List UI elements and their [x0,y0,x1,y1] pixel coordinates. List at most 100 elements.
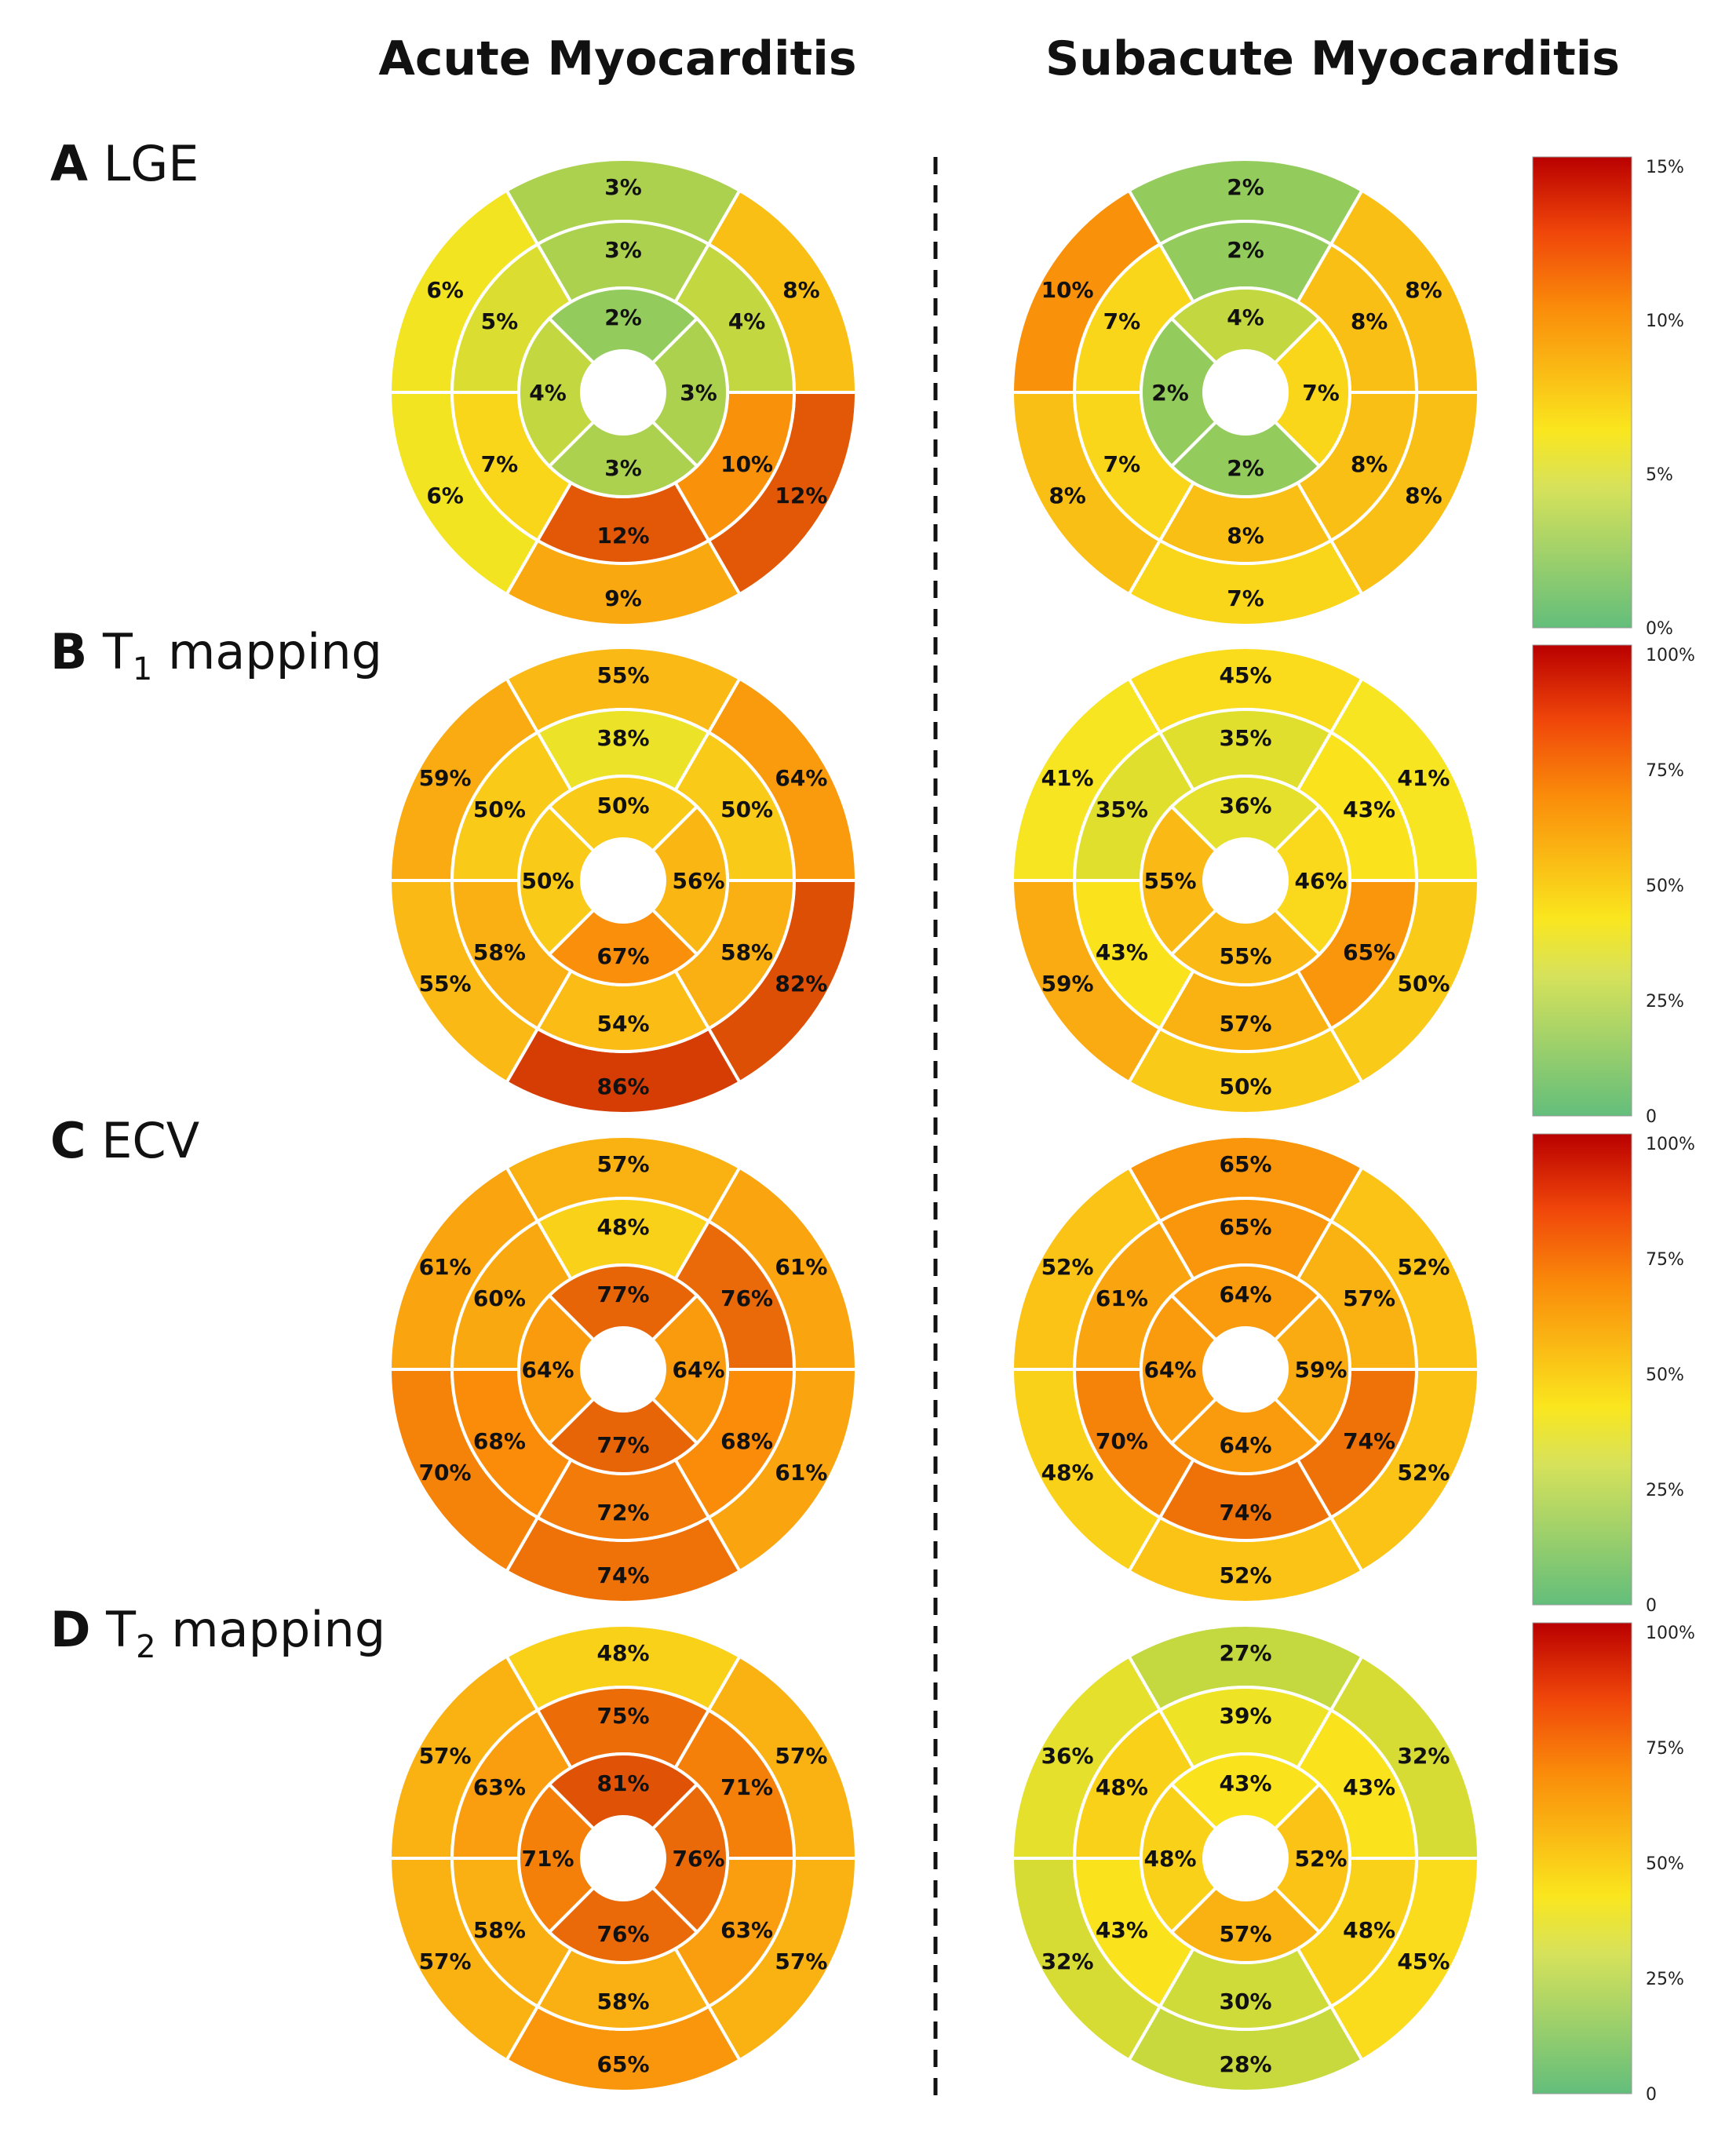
acute-basal-label: 57% [775,1949,827,1974]
acute-mid-label: 48% [596,1214,649,1240]
acute-apical-segment [547,419,699,498]
acute-apical-segment [516,1293,596,1445]
acute-mid-label: 38% [596,725,649,751]
subacute-mid-label: 65% [1343,939,1395,965]
acute-apical-segment [650,804,730,957]
acute-basal-label: 61% [775,1254,827,1280]
subacute-basal-label: 2% [1227,174,1264,200]
acute-basal-label: 9% [604,585,642,611]
subacute-apical-segment [1139,804,1219,957]
subacute-apical-segment [1169,1885,1322,1965]
colorbar-tick-label: 0 [1646,1596,1657,1616]
subacute-mid-label: 74% [1343,1428,1395,1454]
acute-basal-label: 59% [419,765,472,791]
row-label: C ECV [50,1112,199,1169]
colorbar-tick-label: 15% [1646,158,1684,177]
colorbar-tick-label: 5% [1646,465,1673,485]
acute-mid-label: 63% [720,1917,773,1943]
row-d: D T2 mapping 48%57%57%65%57%57%75%71%63%5… [50,1601,1695,2105]
subacute-apical-label: 46% [1294,868,1347,894]
subacute-mid-label: 74% [1219,1500,1271,1526]
acute-apical-label: 3% [680,380,717,406]
subacute-mid-label: 30% [1219,1989,1271,2014]
subacute-apical-segment [1169,774,1322,854]
subacute-apical-label: 59% [1294,1357,1347,1383]
colorbar-tick-label: 0 [1646,2085,1657,2105]
acute-mid-label: 71% [720,1774,773,1800]
acute-mid-label: 3% [604,237,642,263]
subacute-mid-label: 48% [1096,1774,1148,1800]
acute-apical-label: 81% [596,1770,649,1796]
acute-apical-label: 3% [604,455,642,481]
subacute-apical-segment [1169,1396,1322,1476]
acute-basal-label: 61% [775,1460,827,1486]
subacute-apical-label: 57% [1219,1921,1271,1947]
acute-apical-segment [516,1782,596,1934]
acute-basal-label: 48% [596,1640,649,1666]
acute-apical-label: 56% [672,868,724,894]
colorbar-tick-label: 75% [1646,1739,1684,1759]
subacute-apical-segment [1272,804,1352,957]
subacute-apical-segment [1169,907,1322,987]
subacute-apical-label: 52% [1294,1846,1347,1872]
acute-apical-segment [517,316,596,468]
colorbar-tick-label: 25% [1646,992,1684,1012]
acute-apical-segment [650,1293,730,1445]
colorbar-tick-label: 25% [1646,1481,1684,1500]
acute-mid-label: 50% [720,797,773,822]
subacute-apical-label: 64% [1219,1432,1271,1458]
subacute-mid-label: 7% [1103,308,1141,334]
colorbar-tick-label: 50% [1646,1854,1684,1874]
subacute-mid-label: 43% [1343,1774,1395,1800]
subacute-apical-label: 55% [1143,868,1196,894]
subacute-basal-label: 48% [1041,1460,1094,1486]
acute-apical-segment [650,316,729,468]
subacute-basal-label: 32% [1041,1949,1094,1974]
column-title-acute: Acute Myocarditis [378,31,856,86]
row-a: A LGE 3%8%12%9%6%6%3%4%10%12%7%5% 2%3%3%4%… [50,135,1684,639]
acute-apical-label: 64% [672,1357,724,1383]
colorbar-tick-label: 75% [1646,761,1684,781]
subacute-basal-label: 41% [1397,765,1450,791]
acute-apical-segment [547,1752,699,1832]
acute-basal-label: 57% [775,1743,827,1769]
colorbar [1532,1622,1632,2094]
subacute-apical-label: 2% [1151,380,1189,406]
acute-mid-label: 58% [596,1989,649,2014]
subacute-apical-segment [1139,1293,1219,1445]
subacute-basal-label: 50% [1219,1074,1271,1099]
subacute-basal-label: 36% [1041,1743,1094,1769]
acute-basal-label: 57% [419,1743,472,1769]
subacute-mid-label: 35% [1096,797,1148,822]
acute-apical-label: 76% [596,1921,649,1947]
colorbar-tick-label: 100% [1646,646,1695,665]
acute-apical-label: 76% [672,1846,724,1872]
subacute-basal-label: 8% [1049,483,1086,509]
subacute-basal-label: 59% [1041,971,1094,997]
colorbar-tick-label: 50% [1646,877,1684,896]
subacute-basal-label: 52% [1397,1460,1450,1486]
colorbar-tick-label: 50% [1646,1365,1684,1385]
acute-mid-label: 5% [481,308,519,334]
acute-mid-label: 12% [596,523,649,549]
column-title-subacute: Subacute Myocarditis [1045,31,1620,86]
acute-basal-label: 65% [596,2051,649,2077]
acute-basal-label: 70% [419,1460,472,1486]
acute-mid-label: 60% [473,1285,526,1311]
subacute-apical-label: 36% [1219,793,1271,818]
row-label: A LGE [50,135,199,192]
colorbar [1532,644,1632,1117]
acute-basal-label: 12% [775,483,827,509]
subacute-basal-label: 45% [1397,1949,1450,1974]
subacute-apical-segment [1139,1782,1219,1934]
acute-apical-label: 77% [596,1432,649,1458]
colorbar-tick-label: 10% [1646,312,1684,331]
subacute-mid-label: 43% [1096,939,1148,965]
acute-apical-segment [547,1885,699,1965]
row-b: B T1 mapping 55%64%82%86%55%59%38%50%58%5… [50,623,1695,1127]
subacute-apical-segment [1272,1293,1352,1445]
subacute-apical-segment [1169,1263,1322,1343]
acute-apical-label: 2% [604,304,642,330]
acute-mid-label: 76% [720,1285,773,1311]
